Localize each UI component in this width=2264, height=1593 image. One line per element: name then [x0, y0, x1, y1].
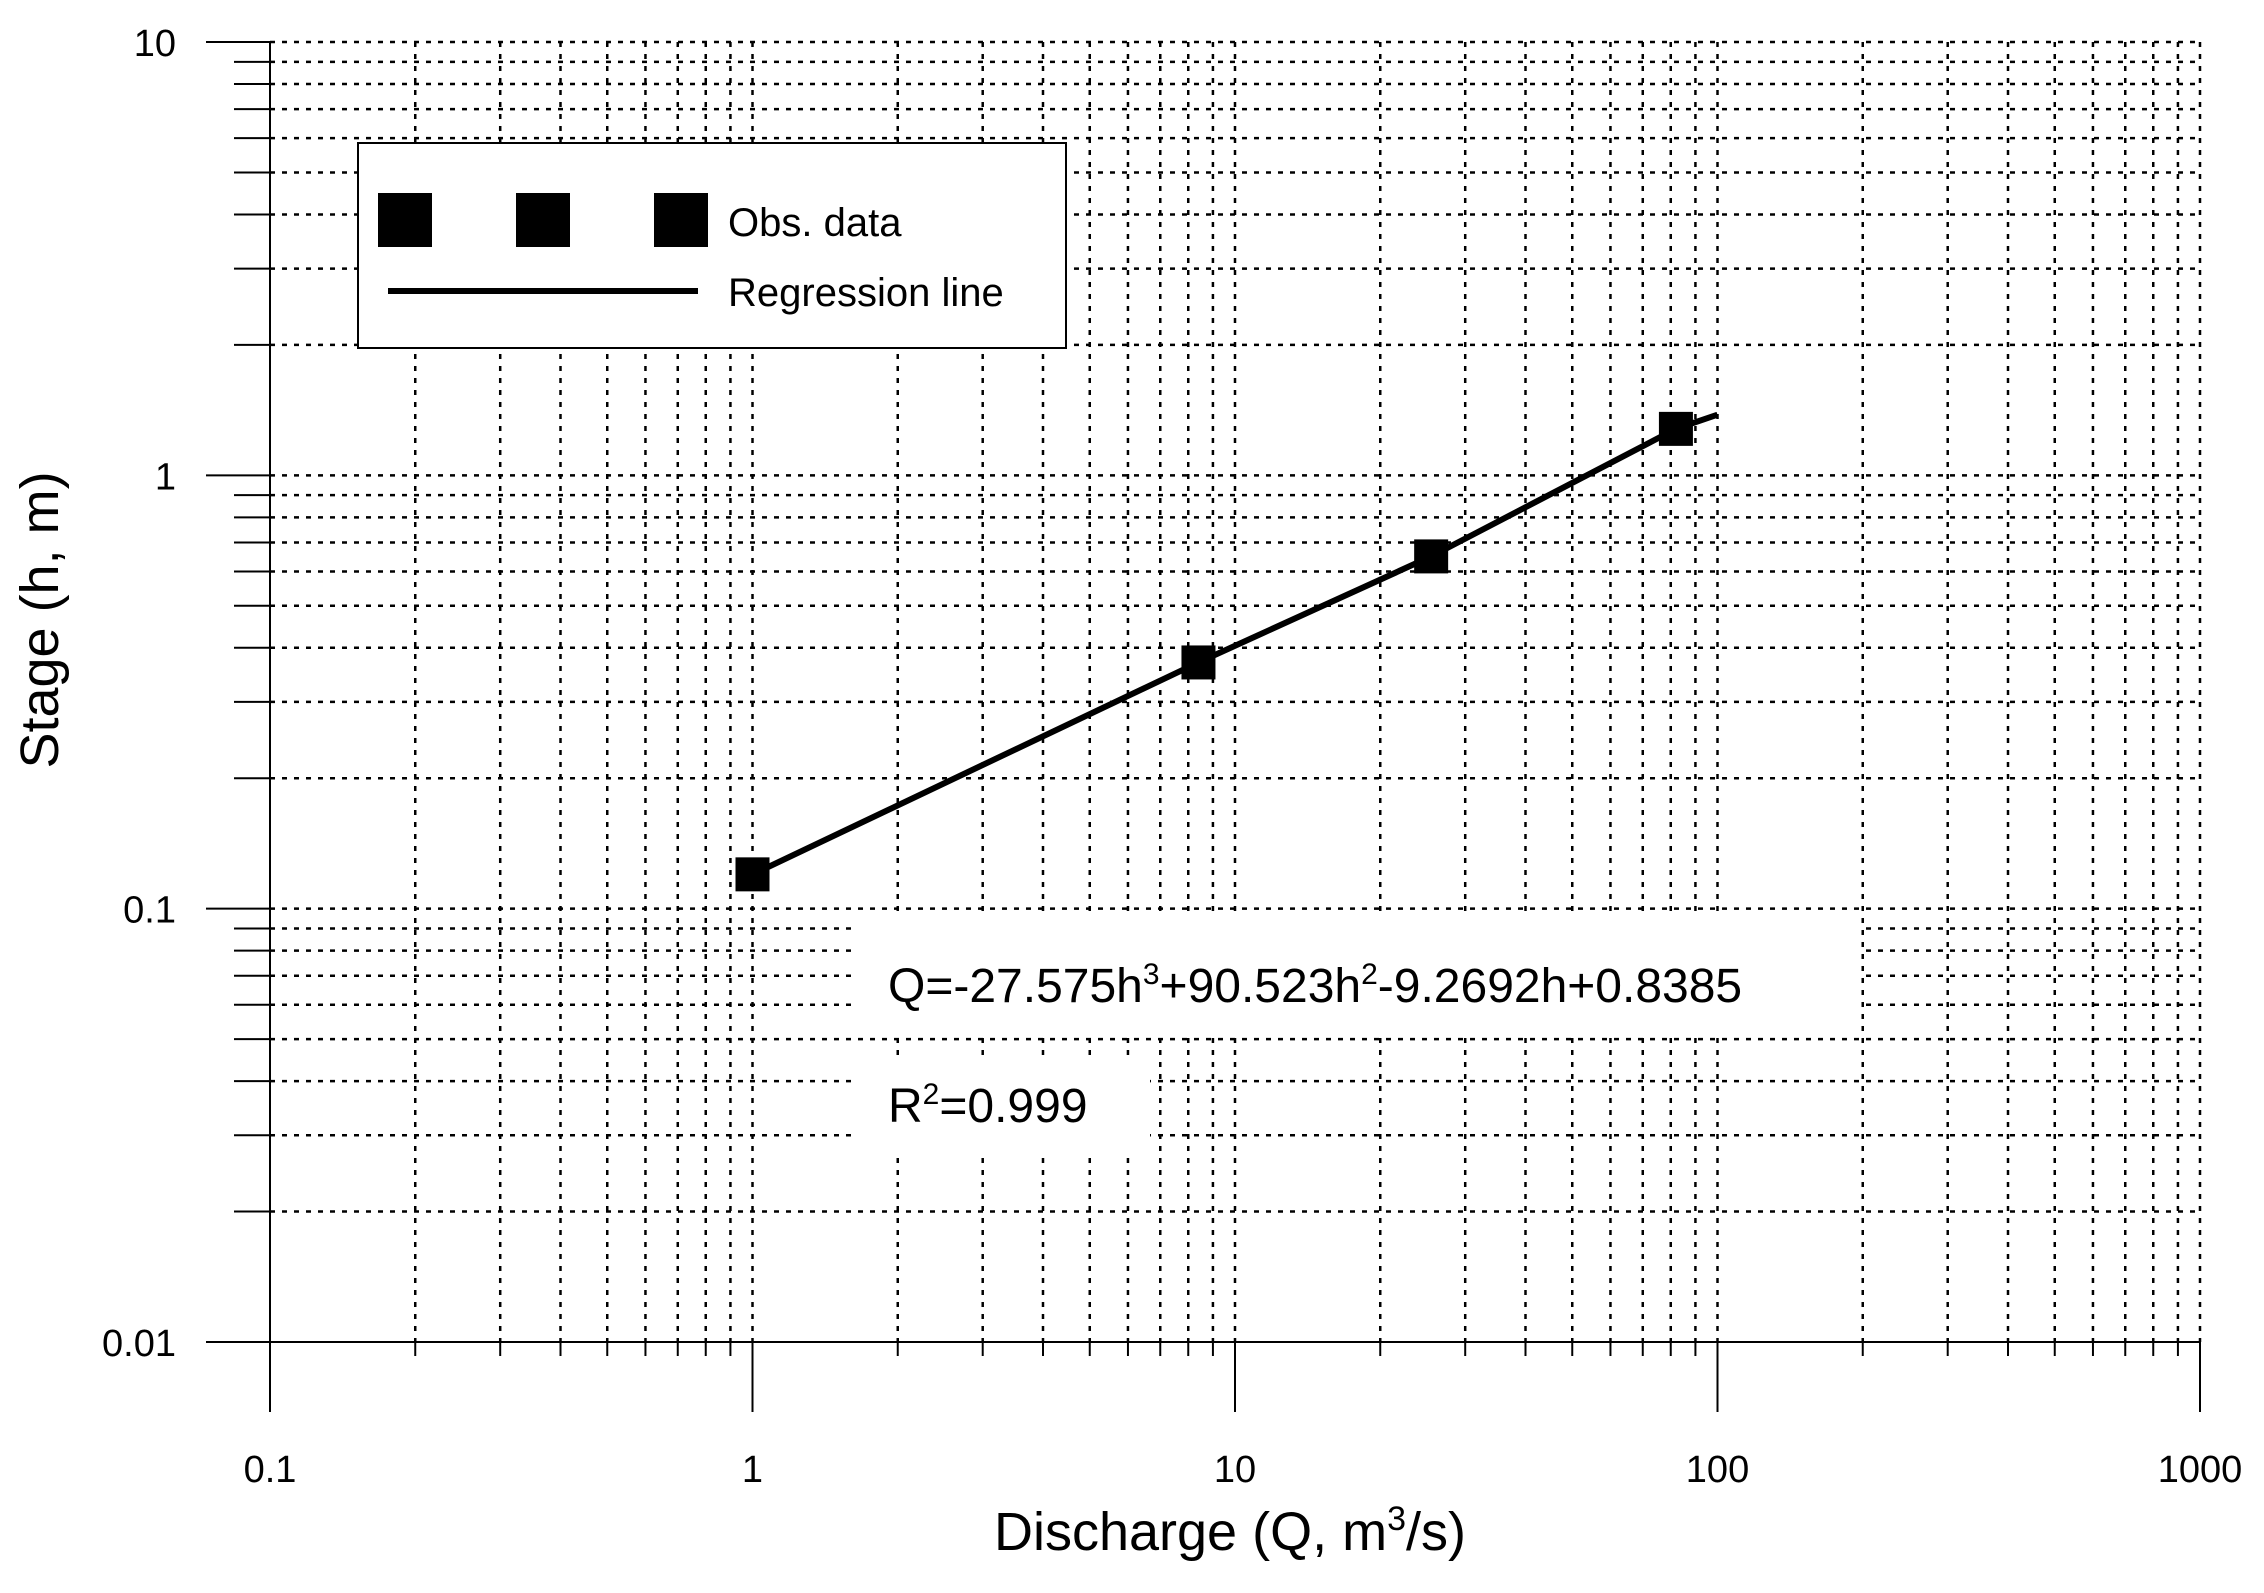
equation-text: Q=-27.575h3+90.523h2-9.2692h+0.8385 — [888, 958, 1742, 1013]
x-tick-label: 0.1 — [244, 1449, 297, 1491]
legend: Obs. data Regression line — [357, 142, 1067, 349]
y-tick-label: 1 — [155, 456, 176, 498]
legend-label-regression: Regression line — [728, 271, 1004, 315]
r2-box — [858, 1060, 1150, 1156]
y-axis-title: Stage (h, m) — [10, 471, 70, 768]
series — [735, 411, 1719, 892]
legend-marker-3 — [654, 193, 708, 247]
x-axis-title: Discharge (Q, m3/s) — [994, 1500, 1466, 1562]
r2-text: R2=0.999 — [888, 1078, 1088, 1133]
legend-marker-2 — [516, 193, 570, 247]
obs-data-point — [735, 857, 770, 892]
obs-data-point — [1658, 411, 1693, 446]
equation-box — [858, 918, 1860, 1036]
x-tick-label: 100 — [1686, 1449, 1749, 1491]
tick-labels: 0.1 1 10 100 1000 0.01 0.1 1 10 — [102, 23, 2242, 1491]
legend-label-obs: Obs. data — [728, 201, 902, 245]
obs-data-point — [1181, 645, 1216, 680]
legend-marker-1 — [378, 193, 432, 247]
axes — [206, 41, 2201, 1412]
obs-data-point — [1414, 539, 1449, 574]
legend-box — [357, 142, 1067, 349]
x-tick-label: 1 — [742, 1449, 763, 1491]
y-tick-label: 0.01 — [102, 1323, 176, 1365]
equation-annotation: Q=-27.575h3+90.523h2-9.2692h+0.8385 R2=0… — [858, 918, 1860, 1156]
y-tick-label: 0.1 — [123, 890, 176, 932]
x-tick-label: 10 — [1214, 1449, 1256, 1491]
y-tick-label: 10 — [134, 23, 176, 65]
x-tick-label: 1000 — [2158, 1449, 2243, 1491]
